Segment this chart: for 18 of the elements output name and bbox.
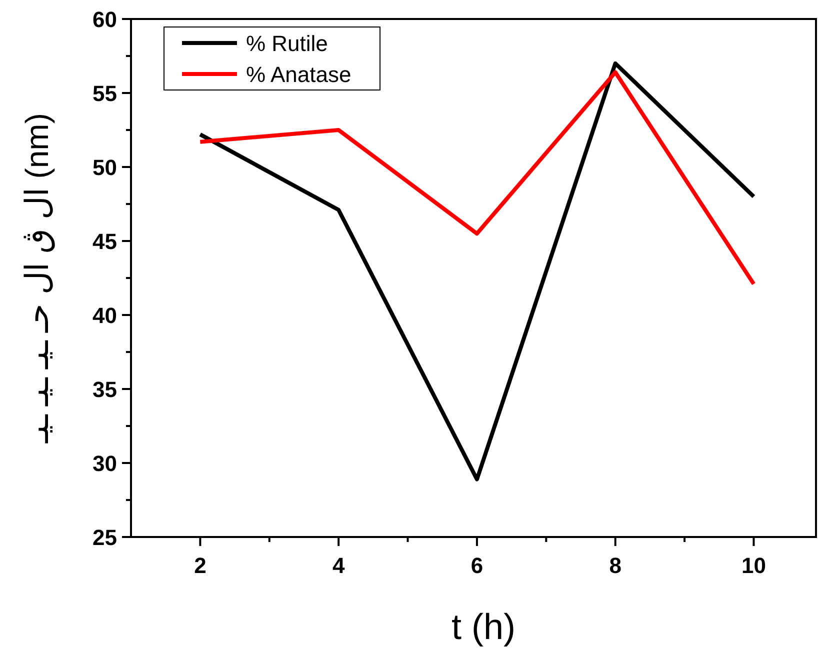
line-series [198,61,756,482]
y-axis-title: ال ڨ ال حـ ـيـ ـيـ ـيـ (nm) [19,113,55,444]
y-tick-label: 45 [92,229,117,254]
legend-label: % Anatase [246,62,352,87]
x-tick-label: 2 [194,553,206,578]
x-tick-label: 4 [332,553,346,578]
y-tick-label: 35 [92,377,117,402]
y-tick-label: 50 [92,155,117,180]
y-tick-label: 30 [92,451,117,476]
x-tick-label: 6 [470,553,484,578]
legend-label: % Rutile [246,31,328,56]
y-tick-label: 40 [92,303,117,328]
x-tick-label: 10 [741,553,766,578]
y-tick-label: 60 [92,7,117,32]
y-tick-label: 25 [92,525,117,550]
x-axis-title: t (h) [451,606,516,647]
y-tick-label: 55 [92,81,117,106]
x-tick-label: 8 [609,553,622,578]
